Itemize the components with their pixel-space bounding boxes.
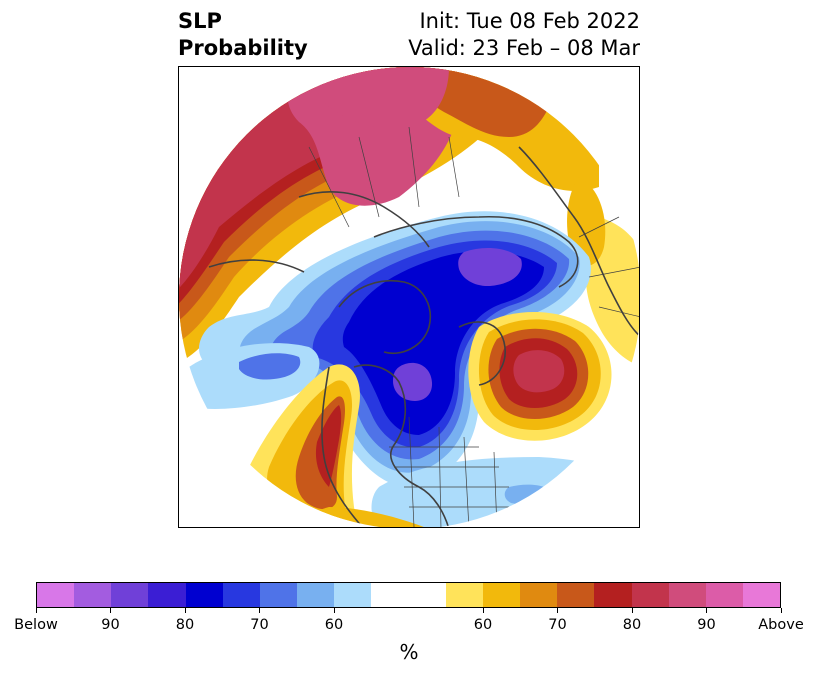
coastlines xyxy=(208,146,639,527)
field-below-80 xyxy=(342,251,544,435)
colorbar-segment xyxy=(520,583,558,607)
colorbar-tick-mark xyxy=(780,608,782,613)
colorbar-tick-label: 70 xyxy=(250,617,269,633)
colorbar-tick-label: 70 xyxy=(548,617,567,633)
colorbar-unit-label: % xyxy=(399,640,419,664)
colorbar-tick-mark xyxy=(706,608,707,613)
field-below-70-west xyxy=(239,353,301,380)
colorbar-segment xyxy=(334,583,372,607)
colorbar-tick-label: 90 xyxy=(697,617,716,633)
field-below-90-north xyxy=(458,247,522,287)
colorbar-segment xyxy=(259,583,298,607)
field-below-60-us xyxy=(504,484,557,505)
colorbar-tick-mark xyxy=(259,608,260,613)
colorbar xyxy=(36,582,781,608)
colorbar-segment xyxy=(557,583,595,607)
field-above-max-top xyxy=(316,67,449,129)
colorbar-tick-label: Below xyxy=(14,617,58,633)
title-variable: SLP xyxy=(178,9,222,33)
colorbar-segment xyxy=(482,583,521,607)
colorbar-segment xyxy=(594,583,632,607)
colorbar-segment xyxy=(705,583,743,607)
colorbar-segment xyxy=(222,583,260,607)
colorbar-segment xyxy=(111,583,149,607)
field-above-max-atlantic xyxy=(513,350,565,393)
colorbar-segment xyxy=(74,583,112,607)
colorbar-tick-label: Above xyxy=(758,617,804,633)
colorbar-segment xyxy=(742,583,781,607)
colorbar-tick-label: 80 xyxy=(622,617,642,633)
field-above-80-westna xyxy=(315,405,342,487)
colorbar-segment xyxy=(408,583,446,607)
init-date: Init: Tue 08 Feb 2022 xyxy=(419,9,640,33)
borders xyxy=(308,126,639,527)
colorbar-tick-label: 90 xyxy=(101,617,120,633)
colorbar-segment xyxy=(445,583,483,607)
colorbar-segment xyxy=(297,583,335,607)
colorbar-tick-mark xyxy=(557,608,558,613)
valid-range: Valid: 23 Feb – 08 Mar xyxy=(408,36,640,60)
colorbar-tick-label: 80 xyxy=(175,617,195,633)
colorbar-tick-mark xyxy=(333,608,335,613)
colorbar-segment xyxy=(631,583,669,607)
colorbar-tick-mark xyxy=(631,608,633,613)
map-dates: Init: Tue 08 Feb 2022 Valid: 23 Feb – 08… xyxy=(408,8,640,62)
colorbar-tick-mark xyxy=(110,608,111,613)
colorbar-tick-mark xyxy=(482,608,484,613)
colorbar-tick-mark xyxy=(184,608,186,613)
colorbar-tick-label: 60 xyxy=(473,617,493,633)
map-title: SLP Probability xyxy=(178,8,308,62)
colorbar-segment xyxy=(668,583,706,607)
title-product: Probability xyxy=(178,36,308,60)
colorbar-segment xyxy=(185,583,223,607)
colorbar-segment xyxy=(37,583,75,607)
colorbar-tick-mark xyxy=(35,608,37,613)
polar-map xyxy=(178,66,640,528)
colorbar-segment xyxy=(148,583,186,607)
colorbar-segment xyxy=(371,583,409,607)
colorbar-tick-label: 60 xyxy=(324,617,344,633)
probability-field xyxy=(179,67,639,527)
